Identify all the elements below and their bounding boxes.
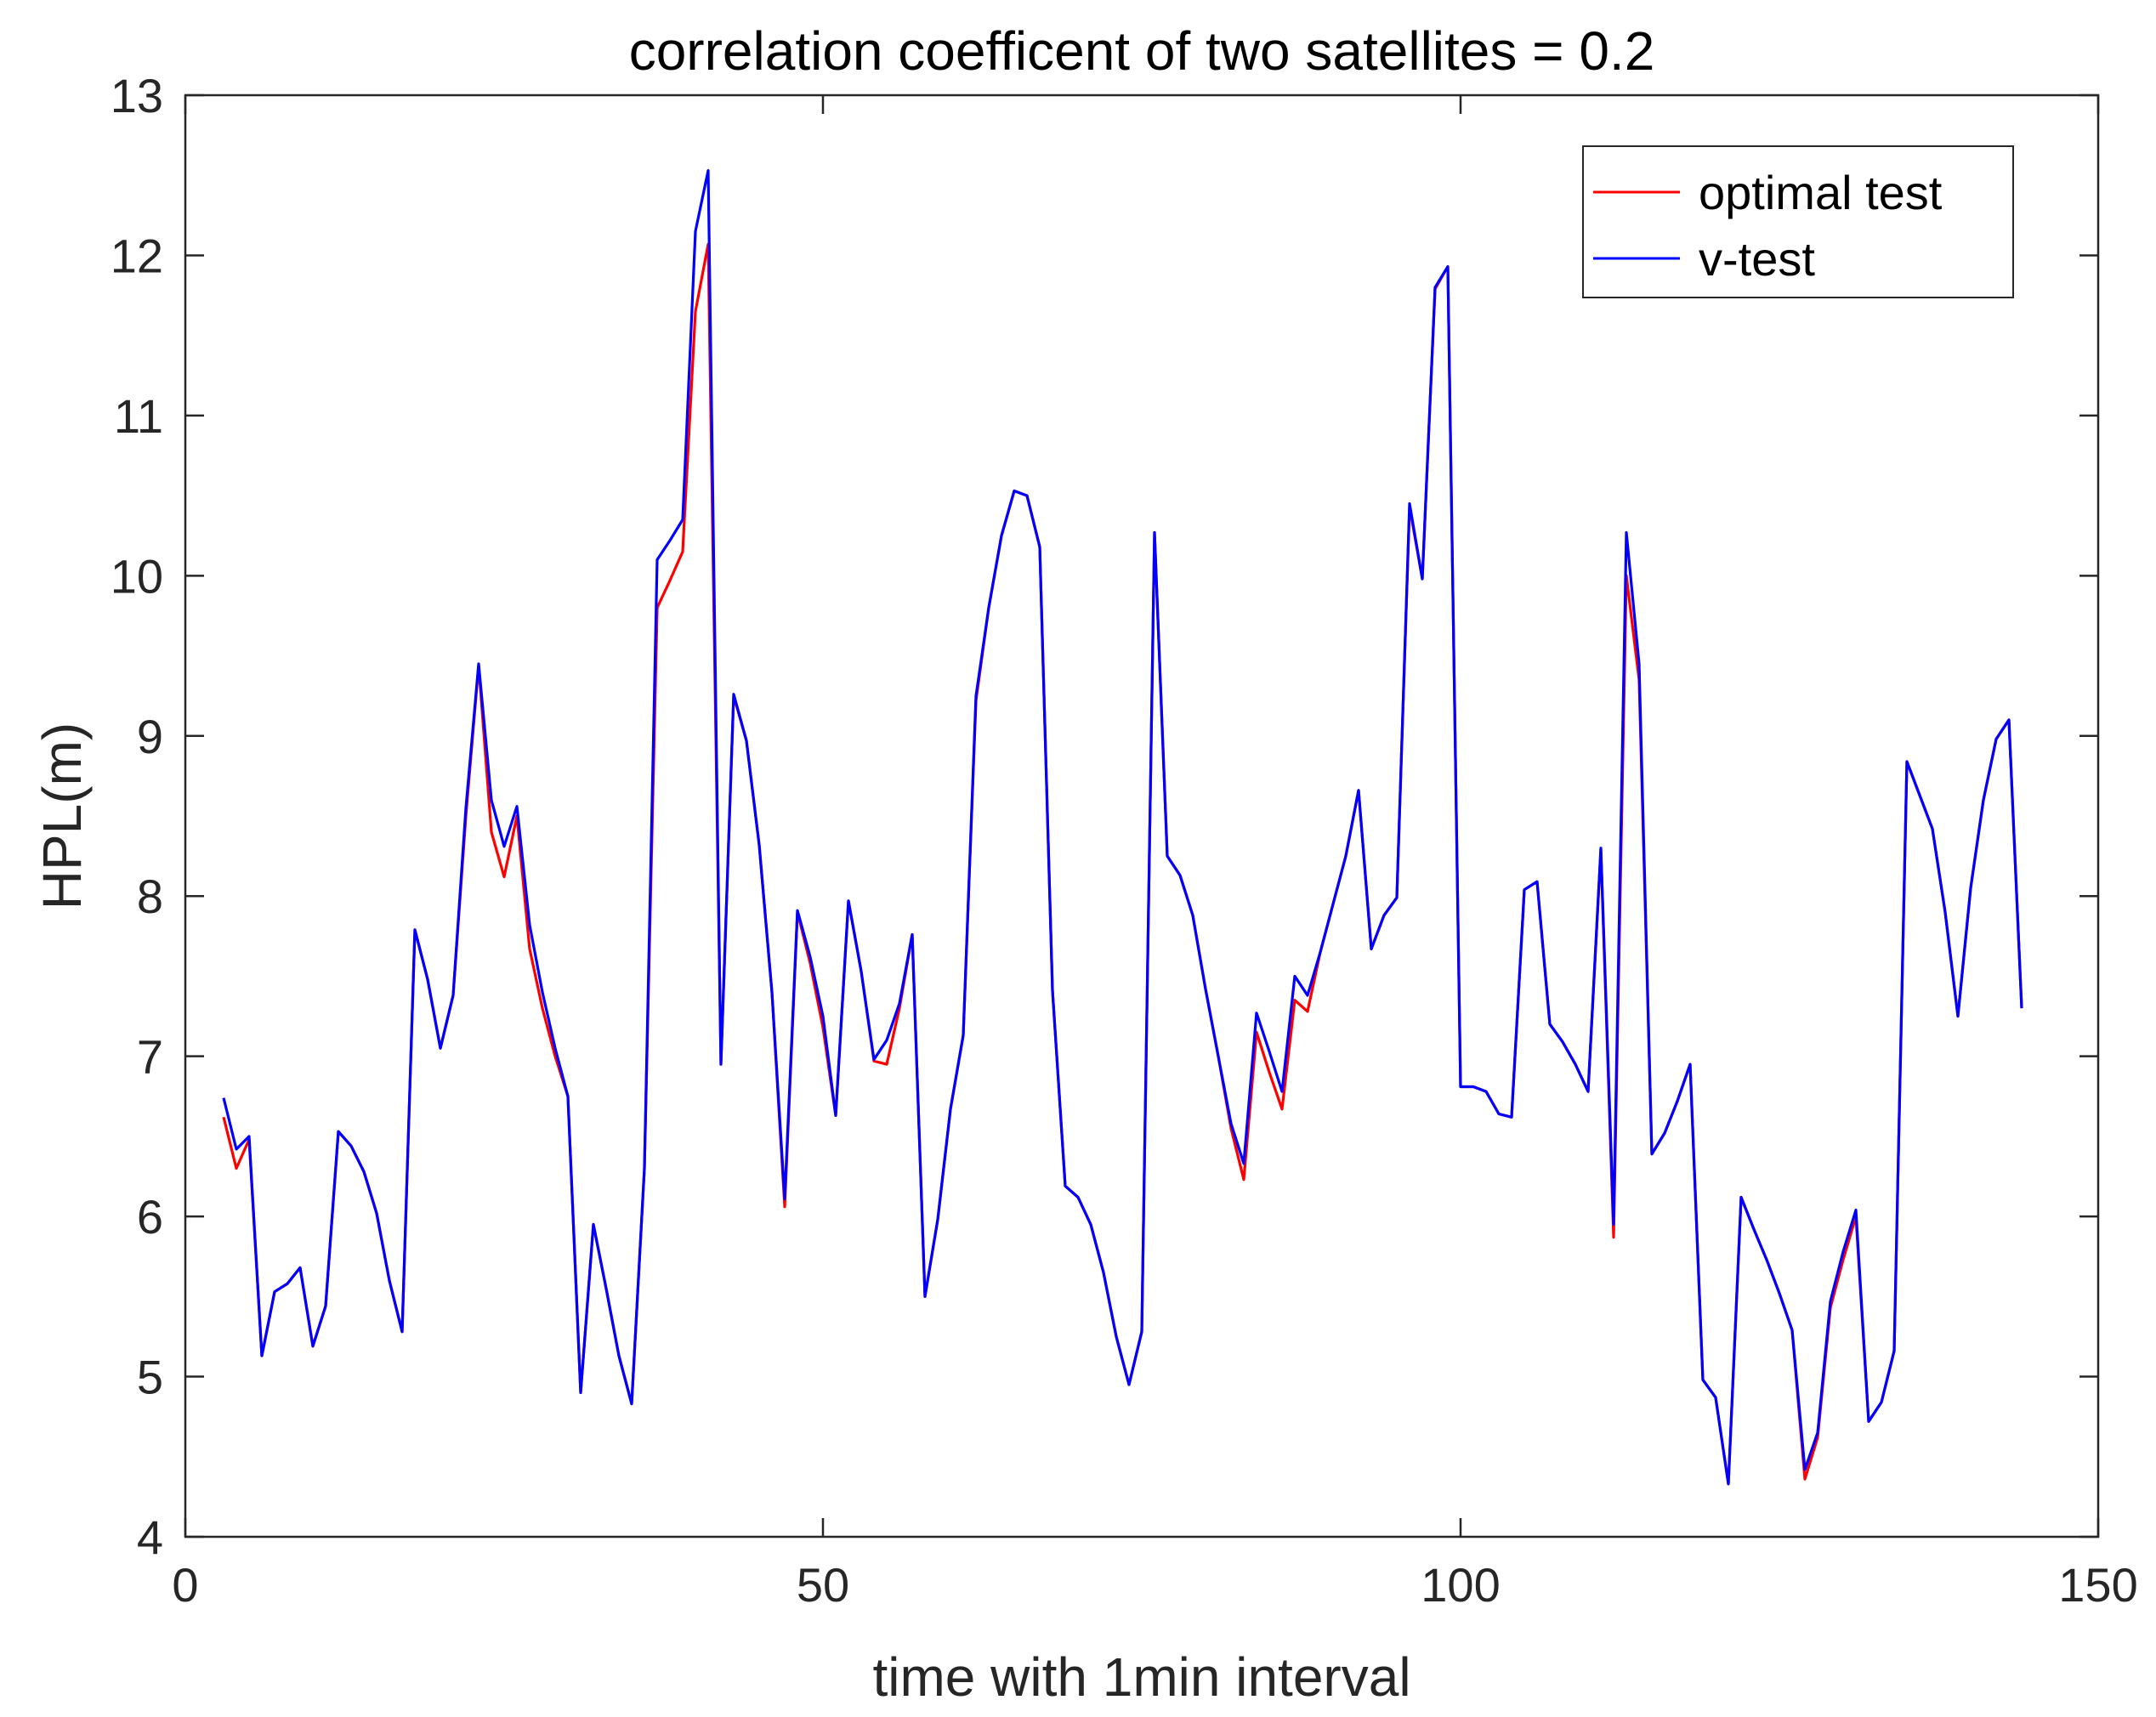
tick-layer: 0 50 100 150 4 5 6 7 8 9 10 11 12 13	[111, 69, 2138, 1612]
chart-title: correlation coefficent of two satellites…	[629, 20, 1655, 82]
legend: optimal test v-test	[1582, 145, 2014, 298]
legend-label-v-test: v-test	[1699, 232, 1815, 286]
y-tick-label: 8	[137, 870, 163, 923]
y-tick-label: 10	[111, 549, 163, 603]
x-tick-label: 150	[2058, 1558, 2137, 1612]
series-layer	[222, 168, 2023, 1486]
x-tick-label: 100	[1421, 1558, 1500, 1612]
plot-frame	[184, 94, 2100, 1538]
x-tick-label: 50	[797, 1558, 849, 1612]
y-tick-label: 6	[137, 1190, 163, 1244]
legend-label-optimal-test: optimal test	[1699, 166, 1943, 219]
y-tick-label: 5	[137, 1351, 163, 1404]
y-axis-label: HPL(m)	[31, 722, 93, 910]
series-line-v-test	[222, 168, 2023, 1486]
y-tick-label: 4	[137, 1510, 163, 1564]
y-tick-label: 7	[137, 1030, 163, 1084]
y-tick-label: 13	[111, 69, 163, 122]
y-tick-label: 9	[137, 710, 163, 763]
y-tick-label: 12	[111, 229, 163, 282]
x-axis-label: time with 1min interval	[872, 1646, 1410, 1708]
x-tick-label: 0	[172, 1558, 198, 1612]
legend-box	[1582, 145, 2014, 298]
y-tick-label: 11	[114, 389, 163, 443]
